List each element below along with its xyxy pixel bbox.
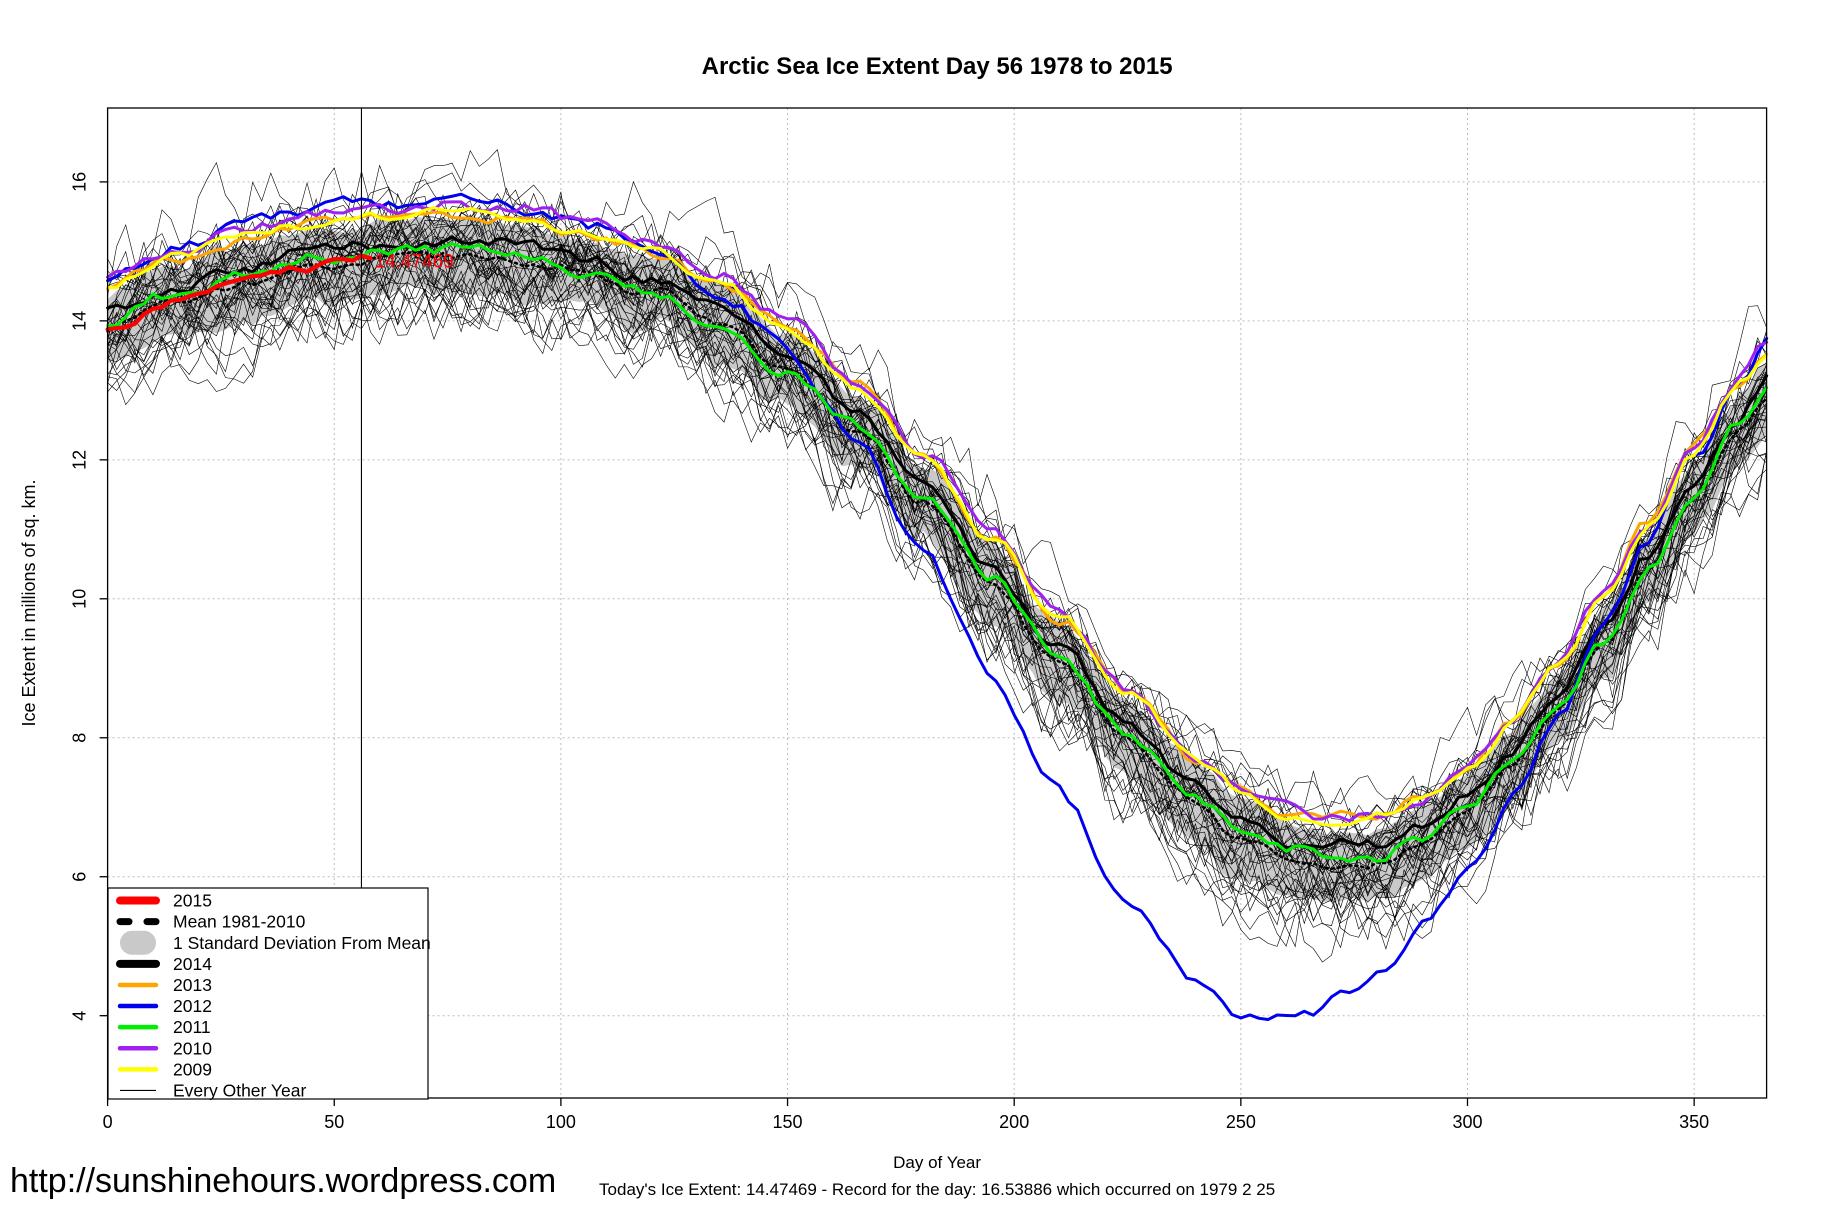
svg-text:100: 100 xyxy=(546,1112,576,1132)
svg-text:2014: 2014 xyxy=(173,954,212,974)
svg-text:2011: 2011 xyxy=(173,1017,211,1037)
svg-text:6: 6 xyxy=(70,872,90,882)
svg-text:2012: 2012 xyxy=(173,996,212,1016)
svg-text:200: 200 xyxy=(999,1112,1029,1132)
svg-text:50: 50 xyxy=(324,1112,344,1132)
svg-text:http://sunshinehours.wordpress: http://sunshinehours.wordpress.com xyxy=(10,1162,556,1200)
svg-text:4: 4 xyxy=(70,1011,90,1021)
svg-text:Day of Year: Day of Year xyxy=(893,1153,981,1172)
svg-text:2013: 2013 xyxy=(173,975,212,995)
svg-text:16: 16 xyxy=(70,172,90,192)
svg-text:Every Other Year: Every Other Year xyxy=(173,1080,306,1100)
svg-text:2010: 2010 xyxy=(173,1038,212,1058)
svg-text:150: 150 xyxy=(773,1112,803,1132)
svg-text:14: 14 xyxy=(70,311,90,331)
svg-text:2009: 2009 xyxy=(173,1059,212,1079)
svg-text:Arctic Sea Ice Extent Day 56 1: Arctic Sea Ice Extent Day 56 1978 to 201… xyxy=(702,53,1173,80)
svg-text:300: 300 xyxy=(1452,1112,1482,1132)
svg-text:1 Standard Deviation From Mean: 1 Standard Deviation From Mean xyxy=(173,933,431,953)
svg-text:0: 0 xyxy=(103,1112,113,1132)
svg-text:10: 10 xyxy=(70,589,90,609)
svg-text:350: 350 xyxy=(1679,1112,1709,1132)
svg-text:Today's Ice Extent: 14.47469: Today's Ice Extent: 14.47469 - Record fo… xyxy=(599,1180,1275,1199)
svg-text:2015: 2015 xyxy=(173,891,212,911)
svg-text:14.47469: 14.47469 xyxy=(375,251,454,272)
svg-text:Mean 1981-2010: Mean 1981-2010 xyxy=(173,912,306,932)
svg-text:8: 8 xyxy=(70,733,90,743)
svg-text:Ice Extent in millions of sq.: Ice Extent in millions of sq. km. xyxy=(19,479,39,726)
svg-text:250: 250 xyxy=(1226,1112,1256,1132)
svg-text:12: 12 xyxy=(70,450,90,470)
